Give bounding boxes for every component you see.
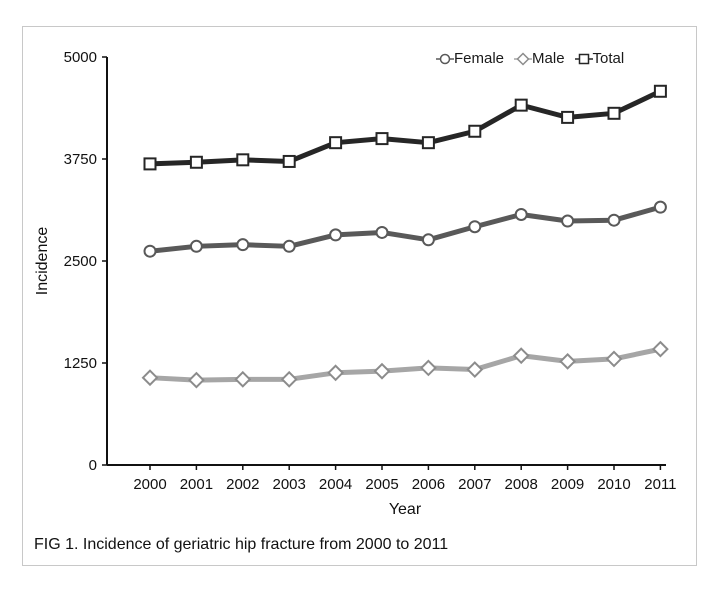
data-point-total <box>607 106 621 120</box>
data-point-female <box>282 239 296 253</box>
data-point-female <box>329 228 343 242</box>
data-point-total <box>421 136 435 150</box>
data-point-male <box>280 370 298 388</box>
x-tick-label: 2011 <box>644 476 676 493</box>
y-tick-label: 0 <box>89 457 97 474</box>
x-tick-label: 2001 <box>180 476 213 493</box>
data-point-female <box>607 213 621 227</box>
legend-square-marker-icon <box>574 53 593 64</box>
data-point-male <box>234 370 252 388</box>
data-point-total <box>375 132 389 146</box>
x-tick-label: 2002 <box>226 476 259 493</box>
data-point-total <box>468 124 482 138</box>
x-tick-label: 2000 <box>133 476 166 493</box>
x-tick-label: 2005 <box>365 476 398 493</box>
data-point-total <box>189 155 203 169</box>
legend-label-total: Total <box>592 50 625 67</box>
data-point-female <box>375 225 389 239</box>
data-point-female <box>561 214 575 228</box>
data-point-female <box>514 207 528 221</box>
legend-label-male: Male <box>532 50 565 67</box>
x-tick-label: 2006 <box>412 476 445 493</box>
legend-item-total: Total <box>574 50 625 67</box>
data-point-male <box>605 350 623 368</box>
series-line-male <box>149 346 661 383</box>
legend-item-male: Male <box>514 50 565 67</box>
legend-circle-marker-icon <box>436 53 454 64</box>
y-axis-label: Incidence <box>34 227 51 296</box>
legend-diamond-marker-icon <box>514 51 533 66</box>
x-tick-label: 2007 <box>458 476 491 493</box>
x-axis-label: Year <box>389 501 422 518</box>
legend-item-female: Female <box>436 50 504 67</box>
data-point-total <box>236 153 250 167</box>
data-point-female <box>189 239 203 253</box>
data-point-male <box>141 369 159 387</box>
y-tick-label: 5000 <box>64 49 97 66</box>
data-point-male <box>419 359 437 377</box>
data-point-total <box>282 154 296 168</box>
data-point-male <box>327 364 345 382</box>
data-point-female <box>468 220 482 234</box>
x-tick-label: 2008 <box>505 476 538 493</box>
data-point-male <box>187 371 205 389</box>
x-tick-label: 2004 <box>319 476 352 493</box>
data-point-total <box>143 157 157 171</box>
data-point-male <box>559 352 577 370</box>
data-point-male <box>373 362 391 380</box>
data-point-male <box>651 340 669 358</box>
y-tick-label: 2500 <box>64 253 97 270</box>
data-point-female <box>236 238 250 252</box>
data-point-male <box>466 361 484 378</box>
y-tick-label: 3750 <box>64 151 97 168</box>
data-point-total <box>514 98 528 112</box>
x-tick-label: 2003 <box>273 476 306 493</box>
data-point-total <box>561 110 575 124</box>
x-tick-label: 2010 <box>597 476 630 493</box>
figure-caption: FIG 1. Incidence of geriatric hip fractu… <box>34 536 449 553</box>
data-point-total <box>329 136 343 150</box>
data-point-total <box>653 84 667 98</box>
data-point-male <box>512 347 530 365</box>
legend: Female Male Total <box>436 50 632 67</box>
x-tick-label: 2009 <box>551 476 584 493</box>
data-point-female <box>653 200 667 214</box>
y-tick-label: 1250 <box>64 355 97 372</box>
legend-label-female: Female <box>454 50 505 67</box>
data-point-female <box>421 233 435 247</box>
series-line-female <box>149 204 662 254</box>
series-line-total <box>149 89 662 167</box>
data-point-female <box>143 244 157 258</box>
